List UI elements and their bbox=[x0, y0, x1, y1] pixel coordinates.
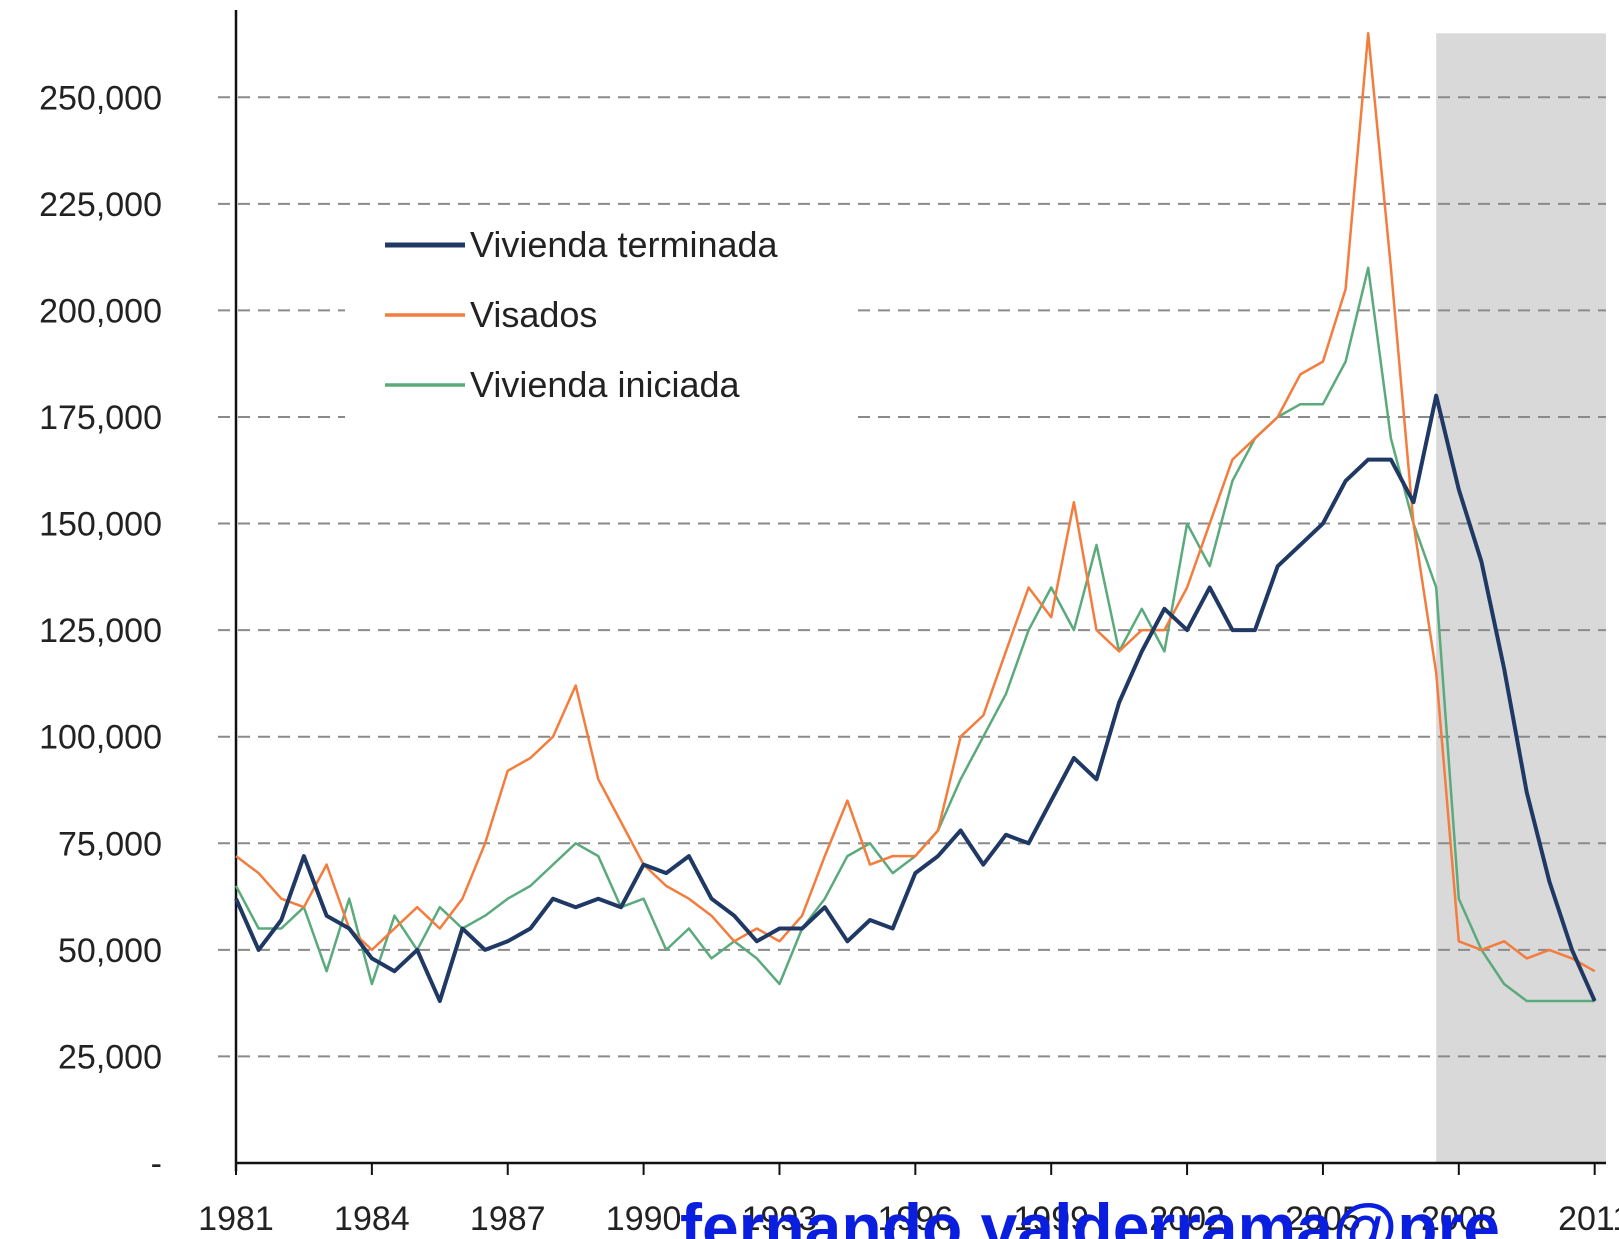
x-tick-label: 1984 bbox=[334, 1200, 410, 1238]
legend-label: Visados bbox=[470, 294, 597, 335]
legend-label: Vivienda iniciada bbox=[470, 364, 741, 405]
y-tick-label: 225,000 bbox=[39, 186, 162, 224]
y-tick-label: 250,000 bbox=[39, 79, 162, 117]
x-tick-label: 2002 bbox=[1149, 1200, 1225, 1238]
x-tick-label: 1990 bbox=[606, 1200, 682, 1238]
x-tick-label: 1993 bbox=[742, 1200, 818, 1238]
y-tick-label: 50,000 bbox=[58, 932, 162, 970]
series-line bbox=[235, 32, 1596, 973]
x-tick-label: 2008 bbox=[1421, 1200, 1497, 1238]
y-tick-label: 150,000 bbox=[39, 506, 162, 544]
x-tick-label: 1987 bbox=[470, 1200, 546, 1238]
x-tick-label: 2011 bbox=[1558, 1200, 1619, 1238]
series-line bbox=[234, 393, 1597, 1003]
y-tick-label: 25,000 bbox=[58, 1038, 162, 1076]
y-tick-label: 200,000 bbox=[39, 292, 162, 330]
x-tick-label: 1996 bbox=[878, 1200, 954, 1238]
watermark: fernando.valderrama@pre bbox=[680, 1190, 1500, 1239]
legend-label: Vivienda terminada bbox=[470, 224, 779, 265]
y-tick-label: 75,000 bbox=[58, 825, 162, 863]
shaded-region bbox=[1436, 33, 1606, 1163]
y-tick-label: 175,000 bbox=[39, 399, 162, 437]
x-tick-label: 2005 bbox=[1285, 1200, 1361, 1238]
y-tick-label: 100,000 bbox=[39, 719, 162, 757]
x-tick-label: 1981 bbox=[198, 1200, 274, 1238]
x-tick-label: 1999 bbox=[1013, 1200, 1089, 1238]
y-tick-label: - bbox=[151, 1145, 162, 1183]
y-tick-label: 125,000 bbox=[39, 612, 162, 650]
